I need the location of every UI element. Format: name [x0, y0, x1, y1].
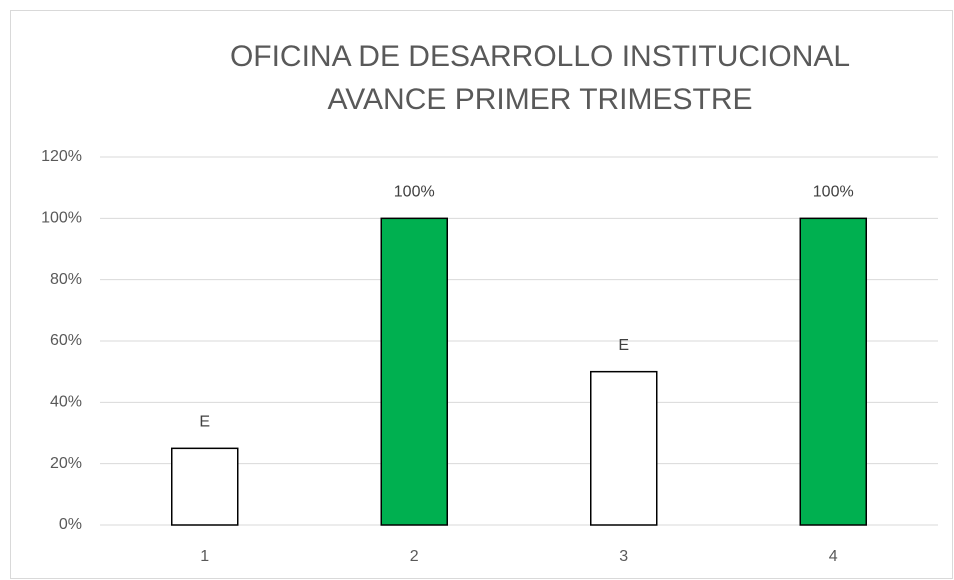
- y-tick-label: 0%: [59, 516, 82, 533]
- y-tick-label: 100%: [41, 210, 82, 227]
- chart-border: [10, 10, 953, 579]
- bar: [380, 217, 448, 526]
- data-label: E: [618, 337, 629, 354]
- data-label: E: [199, 414, 210, 431]
- x-tick-label: 2: [410, 548, 419, 565]
- bar: [590, 370, 658, 526]
- y-tick-label: 60%: [50, 332, 82, 349]
- x-tick-label: 1: [200, 548, 209, 565]
- y-tick-label: 20%: [50, 455, 82, 472]
- data-label: 100%: [394, 184, 435, 201]
- bar: [171, 447, 239, 526]
- x-tick-label: 3: [619, 548, 628, 565]
- chart-subtitle: AVANCE PRIMER TRIMESTRE: [327, 83, 752, 116]
- bar: [799, 217, 867, 526]
- y-tick-label: 120%: [41, 148, 82, 165]
- x-tick-label: 4: [829, 548, 838, 565]
- y-tick-label: 40%: [50, 394, 82, 411]
- data-label: 100%: [813, 184, 854, 201]
- chart-title: OFICINA DE DESARROLLO INSTITUCIONAL: [230, 40, 850, 73]
- y-tick-label: 80%: [50, 271, 82, 288]
